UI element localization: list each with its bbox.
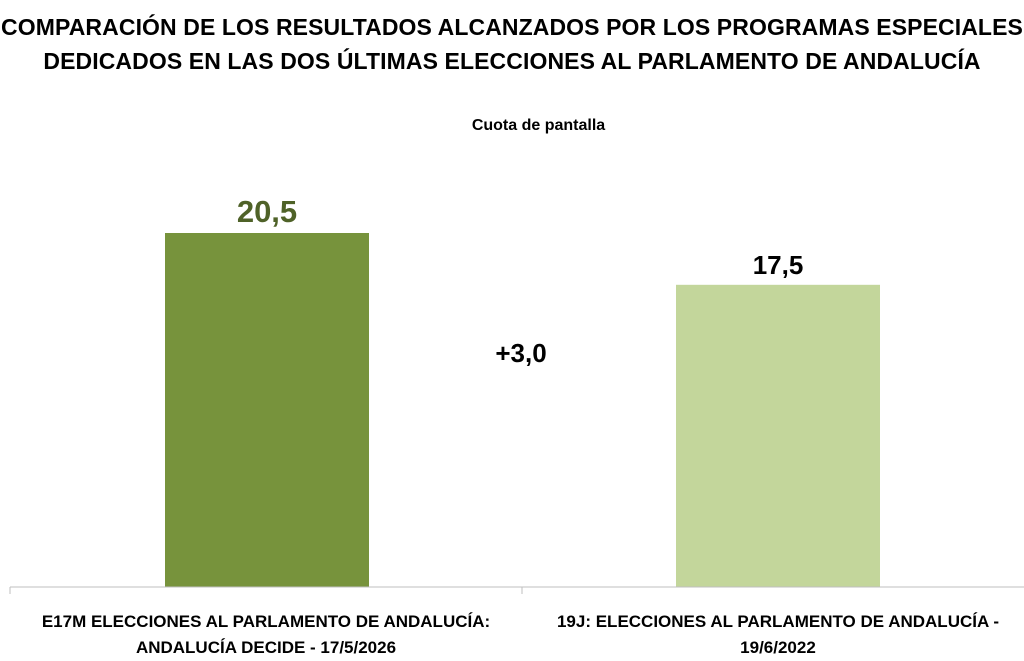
chart-title: COMPARACIÓN DE LOS RESULTADOS ALCANZADOS… (1, 14, 1023, 74)
bar-1 (165, 233, 369, 587)
bar-2 (676, 284, 880, 587)
value-label-1: 20,5 (237, 194, 297, 229)
difference-annotation: +3,0 (495, 338, 547, 368)
value-label-2: 17,5 (753, 250, 804, 280)
value-labels-layer: 20,5 17,5 (237, 194, 803, 280)
bars-layer (165, 233, 880, 587)
category-label-2: 19J: ELECCIONES AL PARLAMENTO DE ANDALUC… (556, 612, 1000, 657)
category-label-1: E17M ELECCIONES AL PARLAMENTO DE ANDALUC… (41, 612, 491, 657)
chart-subtitle: Cuota de pantalla (471, 117, 606, 134)
